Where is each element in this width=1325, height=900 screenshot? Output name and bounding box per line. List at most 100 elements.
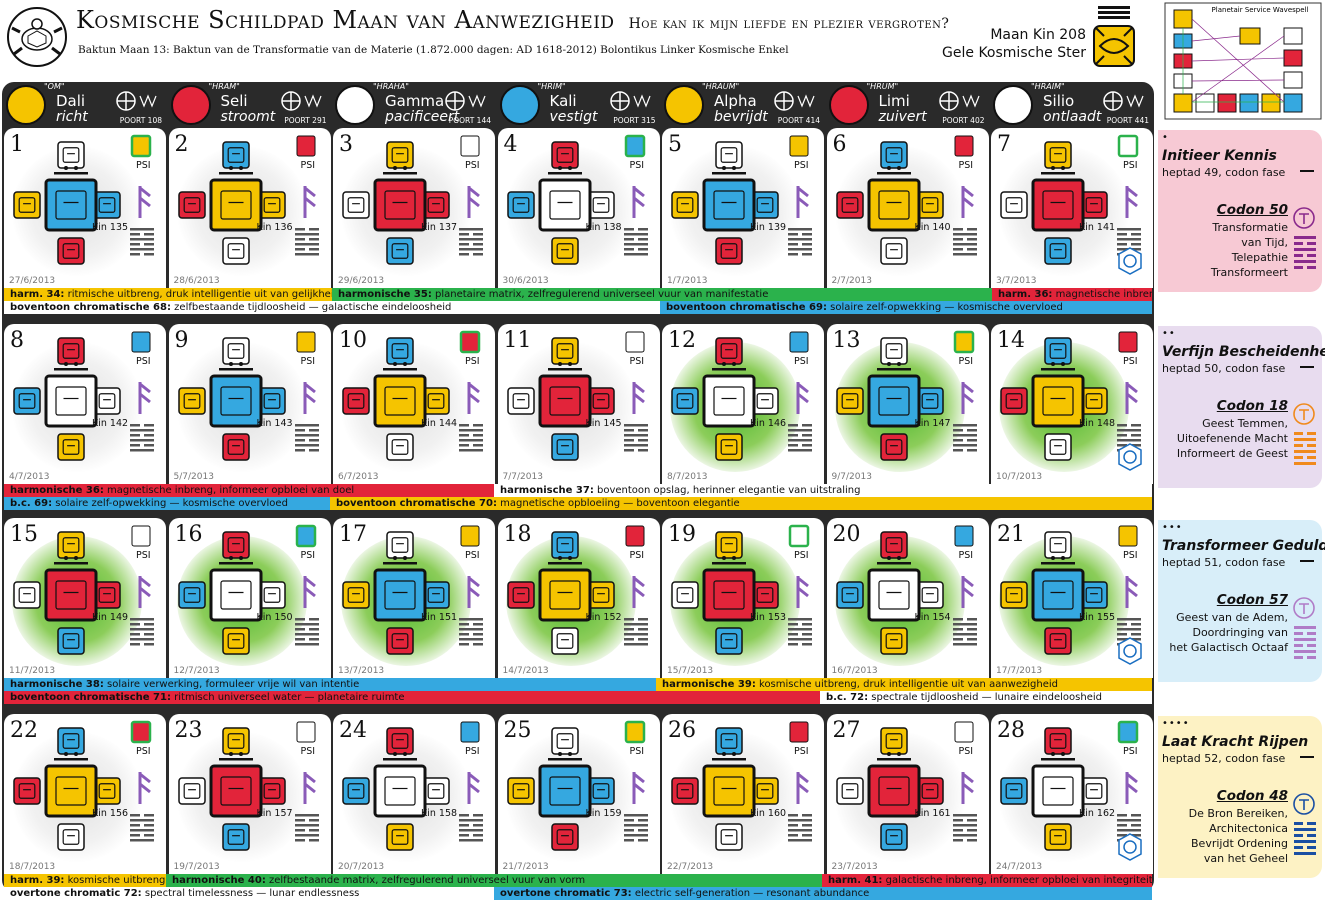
harmonic-band: boventoon chromatische 68: zelfbestaande…	[4, 301, 660, 314]
day-cell[interactable]: 6 PSI Kin 140 2/7/2013	[826, 128, 989, 288]
day-cell[interactable]: 7 PSI Kin 141 3/7/2013	[991, 128, 1153, 288]
plasma-circle-icon	[335, 85, 375, 125]
oracle-cross	[835, 525, 977, 655]
psi-label: PSI	[136, 550, 151, 561]
day-cell[interactable]: 25 PSI Kin 159 21/7/2013	[497, 714, 660, 874]
band-title: b.c. 72:	[826, 692, 869, 703]
harmonic-band: boventoon chromatische 69: solaire zelf-…	[660, 301, 1152, 314]
day-cell[interactable]: 18 PSI Kin 152 14/7/2013	[497, 518, 660, 678]
day-cell[interactable]: 4 PSI Kin 138 30/6/2013	[497, 128, 660, 288]
day-cell[interactable]: 14 PSI Kin 148 10/7/2013	[991, 324, 1153, 484]
day-cell[interactable]: 8 PSI Kin 142 4/7/2013	[4, 324, 166, 484]
date-label: 3/7/2013	[996, 276, 1037, 286]
codon-symbol-icon	[1293, 793, 1315, 815]
date-label: 15/7/2013	[667, 666, 714, 676]
day-cell[interactable]: 20 PSI Kin 154 16/7/2013	[826, 518, 989, 678]
psi-label: PSI	[1123, 160, 1138, 171]
day-cell[interactable]: 19 PSI Kin 153 15/7/2013	[662, 518, 824, 678]
date-label: 12/7/2013	[173, 666, 220, 676]
day-cell[interactable]: 16 PSI Kin 150 12/7/2013	[168, 518, 331, 678]
plasma-name: Dali	[56, 92, 86, 110]
day-cell[interactable]: 26 PSI Kin 160 22/7/2013	[662, 714, 824, 874]
day-cell[interactable]: 13 PSI Kin 147 9/7/2013	[826, 324, 989, 484]
band-text: ritmische uitbreng, druk intelligentie u…	[64, 289, 332, 300]
subtitle: Baktun Maan 13: Baktun van de Transforma…	[78, 44, 789, 56]
day-cell[interactable]: 23 PSI Kin 157 19/7/2013	[168, 714, 331, 874]
oracle-cross	[177, 135, 319, 265]
plasma-circle-icon	[828, 85, 869, 125]
day-cell[interactable]: 12 PSI Kin 146 8/7/2013	[662, 324, 824, 484]
psi-label: PSI	[465, 746, 480, 757]
plasma-circle-icon	[499, 85, 540, 125]
day-number: 8	[10, 328, 24, 353]
harmonic-band: overtone chromatic 72: spectral timeless…	[4, 887, 494, 900]
day-cell[interactable]: 9 PSI Kin 143 5/7/2013	[168, 324, 331, 484]
kin-label: Kin 159	[585, 808, 622, 819]
band-title: boventoon chromatische 68:	[10, 302, 171, 313]
plasma-mantra: "HRAIM"	[1031, 82, 1065, 91]
plasma-gate: POORT 441	[1106, 116, 1149, 125]
plasma-mantra: "HRAM"	[208, 82, 240, 91]
psi-label: PSI	[794, 550, 809, 561]
wavespell-diagram: Planetair Service Wavespell	[1164, 2, 1322, 120]
plasma-symbol-icon	[280, 91, 322, 111]
day-cell[interactable]: 5 PSI Kin 139 1/7/2013	[662, 128, 824, 288]
oracle-cross	[13, 331, 154, 461]
day-cell[interactable]: 2 PSI Kin 136 28/6/2013	[168, 128, 331, 288]
codon-title: Codon 57	[1216, 592, 1288, 608]
psi-label: PSI	[136, 160, 151, 171]
kin-label: Kin 145	[585, 418, 622, 429]
harmonic-band: boventoon chromatische 71: ritmisch univ…	[4, 691, 820, 704]
band-title: harmonische 38:	[10, 679, 104, 690]
heptad-title: Initieer Kennis	[1162, 148, 1277, 164]
day-number: 7	[997, 132, 1011, 157]
day-number: 12	[668, 328, 696, 353]
day-cell[interactable]: 28 PSI Kin 162 24/7/2013	[991, 714, 1153, 874]
kin-label: Kin 141	[1079, 222, 1116, 233]
date-label: 2/7/2013	[831, 276, 872, 286]
day-cell[interactable]: 24 PSI Kin 158 20/7/2013	[333, 714, 495, 874]
kin-label: Kin 147	[914, 418, 951, 429]
day-cell[interactable]: 10 PSI Kin 144 6/7/2013	[333, 324, 495, 484]
plasma-symbol-icon	[116, 91, 157, 111]
date-label: 23/7/2013	[831, 862, 878, 872]
day-cell[interactable]: 15 PSI Kin 149 11/7/2013	[4, 518, 166, 678]
kin-label: Kin 149	[92, 612, 129, 623]
day-cell[interactable]: 3 PSI Kin 137 29/6/2013	[333, 128, 495, 288]
day-cell[interactable]: 22 PSI Kin 156 18/7/2013	[4, 714, 166, 874]
band-title: overtone chromatic 72:	[10, 888, 142, 899]
kin-label: Kin 162	[1079, 808, 1116, 819]
codon-description-line: Transformeert	[1210, 266, 1288, 279]
heptad-panel: ••• Transformeer Geduld heptad 51, codon f…	[1158, 520, 1325, 682]
oracle-cross	[342, 135, 483, 265]
day-cell[interactable]: 1 PSI Kin 135 27/6/2013	[4, 128, 166, 288]
tone-dots: ••••	[1162, 718, 1190, 729]
oracle-cross	[671, 721, 812, 851]
turtle-icon	[7, 7, 67, 67]
plasma-gate: POORT 144	[448, 116, 491, 125]
day-cell[interactable]: 17 PSI Kin 151 13/7/2013	[333, 518, 495, 678]
kin-label: Kin 158	[421, 808, 458, 819]
date-label: 10/7/2013	[996, 472, 1043, 482]
band-text: electric self-generation — resonant abun…	[631, 888, 870, 899]
psi-label: PSI	[629, 746, 645, 757]
kin-label: Kin 142	[92, 418, 129, 429]
psi-label: PSI	[1123, 550, 1138, 561]
plasma-verb: vestigt	[549, 109, 598, 125]
date-label: 13/7/2013	[338, 666, 385, 676]
harmonic-band: boventoon chromatische 70: magnetische o…	[330, 497, 1152, 510]
day-cell[interactable]: 27 PSI Kin 161 23/7/2013	[826, 714, 989, 874]
day-cell[interactable]: 21 PSI Kin 155 17/7/2013	[991, 518, 1153, 678]
plasma-verb: ontlaadt	[1043, 109, 1102, 125]
day-cell[interactable]: 11 PSI Kin 145 7/7/2013	[497, 324, 660, 484]
codon-description-line: Geest van de Adem,	[1176, 611, 1288, 624]
band-text: galactische inbreng, informeer opbloei v…	[882, 875, 1152, 886]
heptad-label: heptad 51, codon fase	[1162, 556, 1286, 569]
day-number: 23	[174, 718, 203, 743]
psi-label: PSI	[465, 356, 480, 367]
codon-description: De Bron Bereiken, Architectonica Bevrijdt …	[1189, 806, 1288, 866]
oracle-cross	[835, 721, 977, 851]
oracle-cross	[342, 330, 483, 461]
codon-hexagram-icon	[1294, 432, 1316, 465]
plasma-kali: "HRIM" Kali vestigt POORT 315	[498, 82, 662, 128]
